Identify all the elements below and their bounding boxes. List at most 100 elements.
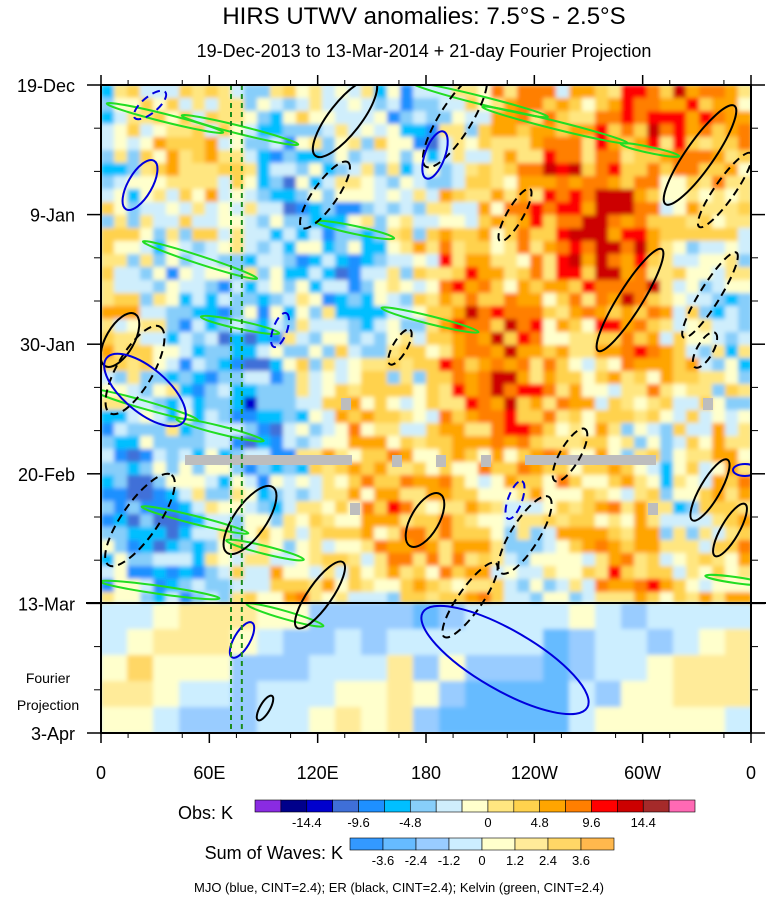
obs-cell: [647, 436, 661, 450]
obs-cell: [725, 163, 739, 177]
projection-cell: [283, 629, 310, 656]
obs-cell: [543, 280, 557, 294]
obs-cell: [309, 488, 323, 502]
obs-cell: [296, 163, 310, 177]
obs-cell: [634, 202, 648, 216]
obs-cell: [101, 228, 115, 242]
obs-cell: [491, 449, 505, 463]
obs-cell: [439, 475, 453, 489]
obs-cell: [725, 384, 739, 398]
obs-cell: [166, 501, 180, 515]
obs-cell: [517, 436, 531, 450]
obs-cell: [673, 189, 687, 203]
obs-cell: [361, 163, 375, 177]
obs-cell: [114, 306, 128, 320]
obs-cell: [452, 306, 466, 320]
obs-cell: [387, 579, 401, 593]
obs-cell: [257, 163, 271, 177]
obs-cell: [413, 449, 427, 463]
obs-cell: [673, 410, 687, 424]
obs-cell: [634, 111, 648, 125]
obs-cell: [192, 371, 206, 385]
obs-cell: [738, 293, 751, 307]
obs-cell: [504, 358, 518, 372]
er-contour: [404, 492, 446, 548]
obs-cell: [218, 475, 232, 489]
obs-cell: [647, 540, 661, 554]
obs-cell: [400, 553, 414, 567]
obs-cell: [166, 267, 180, 281]
obs-cell: [114, 332, 128, 346]
obs-cell: [608, 124, 622, 138]
obs-cell: [699, 267, 713, 281]
obs-cell: [647, 553, 661, 567]
obs-cell: [465, 527, 479, 541]
obs-cell: [283, 332, 297, 346]
obs-cell: [686, 384, 700, 398]
obs-cell: [283, 124, 297, 138]
obs-cell: [426, 202, 440, 216]
obs-cell: [374, 202, 388, 216]
projection-cell: [491, 707, 518, 733]
obs-cell: [569, 254, 583, 268]
obs-cell: [569, 85, 583, 99]
projection-cell: [153, 681, 180, 708]
obs-cell: [634, 566, 648, 580]
obs-colorbar-swatch: [539, 799, 566, 813]
obs-cell: [387, 527, 401, 541]
obs-cell: [244, 332, 258, 346]
obs-cell: [348, 137, 362, 151]
obs-cell: [322, 319, 336, 333]
obs-cell: [517, 410, 531, 424]
obs-cell: [621, 527, 635, 541]
obs-cell: [426, 267, 440, 281]
obs-cell: [218, 163, 232, 177]
obs-cell: [322, 254, 336, 268]
obs-cell: [725, 358, 739, 372]
projection-cell: [387, 603, 414, 630]
obs-cell: [400, 527, 414, 541]
obs-cell: [413, 423, 427, 437]
obs-cell: [452, 410, 466, 424]
obs-cell: [569, 358, 583, 372]
obs-cell: [348, 267, 362, 281]
obs-cell: [582, 163, 596, 177]
obs-cell: [738, 475, 751, 489]
obs-cell: [725, 423, 739, 437]
obs-cell: [114, 176, 128, 190]
obs-cell: [491, 540, 505, 554]
obs-cell: [543, 436, 557, 450]
obs-cell: [530, 397, 544, 411]
obs-cell: [738, 410, 751, 424]
obs-cell: [413, 189, 427, 203]
obs-cell: [413, 566, 427, 580]
obs-cell: [634, 358, 648, 372]
obs-cell: [361, 176, 375, 190]
obs-cell: [517, 462, 531, 476]
obs-cell: [712, 176, 726, 190]
missing-data-patch: [392, 455, 402, 467]
obs-cell: [582, 267, 596, 281]
obs-colorbar-tick-label: 4.8: [531, 815, 549, 830]
obs-cell: [634, 553, 648, 567]
projection-cell: [725, 681, 751, 708]
obs-cell: [179, 163, 193, 177]
obs-cell: [465, 163, 479, 177]
obs-cell: [517, 280, 531, 294]
obs-cell: [374, 254, 388, 268]
obs-cell: [361, 436, 375, 450]
obs-cell: [426, 384, 440, 398]
obs-cell: [296, 98, 310, 112]
obs-cell: [387, 540, 401, 554]
obs-cell: [465, 514, 479, 528]
obs-cell: [686, 124, 700, 138]
obs-cell: [426, 215, 440, 229]
projection-cell: [621, 655, 648, 682]
obs-cell: [296, 410, 310, 424]
obs-cell: [166, 358, 180, 372]
obs-cell: [621, 371, 635, 385]
obs-cell: [257, 488, 271, 502]
obs-cell: [543, 423, 557, 437]
obs-cell: [582, 358, 596, 372]
obs-cell: [426, 189, 440, 203]
